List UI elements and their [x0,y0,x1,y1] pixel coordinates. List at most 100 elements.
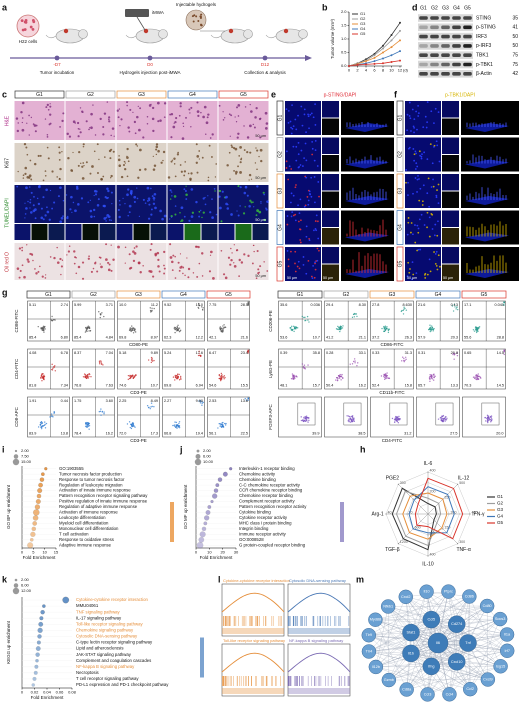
nucleus [426,158,429,161]
enrichment-dot [196,541,204,549]
term-label: Cytokine receptor activity [239,515,288,520]
nucleus [420,155,423,158]
event-dot [172,376,175,378]
tissue-texture [168,218,171,220]
event-dot [41,422,44,424]
event-dot [198,352,200,355]
tissue-texture [49,189,52,192]
group-header-box [26,290,71,299]
tissue-texture [72,201,75,204]
network-edge [368,635,469,644]
enrichment-dot [40,610,45,615]
event-dot [386,372,388,374]
tissue-texture [190,188,194,191]
event-dot [335,379,337,381]
tissue-texture [265,208,268,211]
gate-percent: 31.2 [404,432,411,436]
node-label: Cd8a [402,687,412,691]
term-label: Cytokine-cytokine receptor interaction [76,597,148,602]
node-label: Il10 [423,590,429,594]
nucleus [318,195,320,198]
tissue-texture [119,125,121,127]
data-point [399,59,401,62]
group-header: G2 [90,292,97,298]
size-legend-dot [13,583,19,588]
radar-tick [442,528,444,530]
quadrant-percent: 41.2 [326,336,333,340]
event-dot [477,373,479,375]
quadrant-percent: 35.8 [313,351,320,355]
tissue-texture [120,175,124,179]
event-dot [86,328,88,330]
protein-label: p-STING [476,25,496,31]
blot-band [463,16,472,20]
tissue-texture [30,116,33,119]
event-dot [296,376,298,378]
tissue-texture [253,126,256,129]
event-dot [103,315,105,318]
tissue-texture [93,150,96,153]
event-dot [384,328,386,330]
inset-image [322,174,339,191]
event-dot [342,377,344,380]
nucleus [303,108,306,111]
scale-label: 50 μm [407,276,417,280]
tissue-texture [249,151,252,154]
event-dot [88,375,90,378]
tissue-texture [79,128,81,130]
node-label: Socs3 [495,617,506,621]
nucleus [407,194,409,196]
tissue-texture [81,277,85,280]
tissue-texture [183,215,186,218]
tissue-texture [60,216,64,220]
tissue-texture [135,245,138,248]
tissue-texture [219,206,222,210]
event-dot [304,319,306,322]
tissue-texture [112,150,115,153]
tissue-texture [82,145,85,148]
event-dot [178,373,180,376]
network-edge [368,591,449,636]
event-dot [456,352,458,354]
term-label: Chemokine receptor binding [239,493,293,498]
term-label: Regulation of adaptive immune response [59,504,138,509]
tissue-texture [25,207,28,210]
tissue-texture [209,137,212,139]
tissue-texture [186,257,188,259]
tissue-texture [56,176,58,178]
tissue-texture [58,146,61,149]
tissue-texture [124,162,126,164]
nucleus [292,194,295,197]
event-dot [130,377,132,379]
tick-label: 40 [388,510,392,514]
tissue-texture [32,204,35,207]
network-edge [431,619,471,690]
tissue-texture [211,156,213,158]
group-header-box [323,290,369,299]
tissue-texture [124,167,127,171]
group-label-box [276,210,284,245]
nucleus [417,231,420,234]
nucleus [314,220,317,222]
tick-label: 600 [415,525,421,529]
event-dot [303,364,306,366]
tissue-texture [37,185,41,189]
event-dot [53,411,55,413]
surface-base [465,123,509,132]
tissue-texture [99,256,102,259]
tissue-texture [108,219,111,221]
network-node [441,584,456,599]
event-dot [132,425,134,427]
event-dot [174,421,176,423]
event-dot [442,417,444,420]
tissue-texture [33,162,37,166]
event-dot [292,378,294,380]
tissue-texture [174,277,177,279]
network-edge [375,619,457,625]
blot-band [430,34,439,39]
event-dot [387,329,390,331]
tissue-texture [21,264,24,267]
x-axis-title: CD4-FITC [382,438,403,443]
size-legend-label: 2.00 [21,448,30,453]
quadrant-percent: 83.9 [29,432,36,436]
